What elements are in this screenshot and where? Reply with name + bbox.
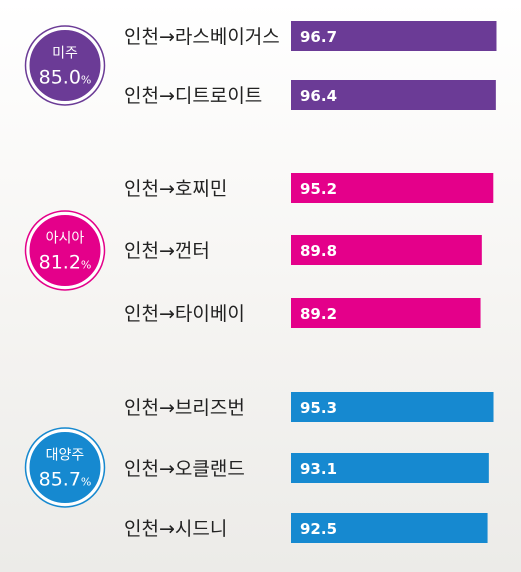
bar-value-label: 95.2	[300, 180, 337, 198]
route-label: 인천→디트로이트	[124, 85, 262, 107]
bar	[291, 173, 494, 203]
region-badge-outline	[24, 25, 106, 106]
bar	[291, 453, 489, 483]
region-group: 아시아 81.2% 인천→호찌민 95.2 인천→껀터 89.8 인천→타이베이 89.2	[24, 173, 494, 328]
bar-value-label: 93.1	[300, 460, 337, 478]
route-label: 인천→시드니	[124, 518, 227, 540]
bar-value-label: 89.8	[300, 242, 337, 260]
region-name: 미주	[52, 46, 78, 62]
region-average-unit: %	[81, 259, 91, 272]
region-name: 아시아	[46, 231, 85, 247]
region-average-value: 85.0	[39, 67, 81, 89]
bar	[291, 392, 494, 422]
bar-value-label: 92.5	[300, 520, 337, 538]
bar-value-label: 95.3	[300, 399, 337, 417]
bar-value-label: 89.2	[300, 305, 337, 323]
region-average-unit: %	[81, 476, 91, 489]
region-average: 85.7%	[39, 469, 92, 491]
region-group: 대양주 85.7% 인천→브리즈번 95.3 인천→오클랜드 93.1 인천→시드니 92.5	[24, 392, 494, 543]
bar	[291, 235, 482, 265]
route-label: 인천→브리즈번	[124, 397, 245, 419]
region-badge	[26, 429, 104, 506]
bar-value-label: 96.4	[300, 87, 337, 105]
region-badge-outline	[24, 427, 106, 508]
region-group: 미주 85.0% 인천→라스베이거스 96.7 인천→디트로이트 96.4	[24, 21, 497, 110]
route-label: 인천→호찌민	[124, 178, 227, 200]
bar	[291, 298, 481, 328]
bar-value-label: 96.7	[300, 28, 337, 46]
route-label: 인천→타이베이	[124, 303, 245, 325]
region-average-value: 85.7	[39, 469, 81, 491]
region-average-unit: %	[81, 74, 91, 87]
route-label: 인천→라스베이거스	[124, 26, 280, 48]
region-average: 85.0%	[39, 67, 92, 89]
region-average: 81.2%	[39, 252, 92, 274]
bar	[291, 21, 497, 51]
region-badge	[26, 212, 104, 289]
route-label: 인천→오클랜드	[124, 458, 245, 480]
region-name: 대양주	[46, 448, 85, 464]
bar	[291, 80, 496, 110]
bar	[291, 513, 488, 543]
route-label: 인천→껀터	[124, 240, 210, 262]
region-average-value: 81.2	[39, 252, 81, 274]
region-badge-outline	[24, 210, 106, 291]
region-badge	[26, 27, 104, 104]
